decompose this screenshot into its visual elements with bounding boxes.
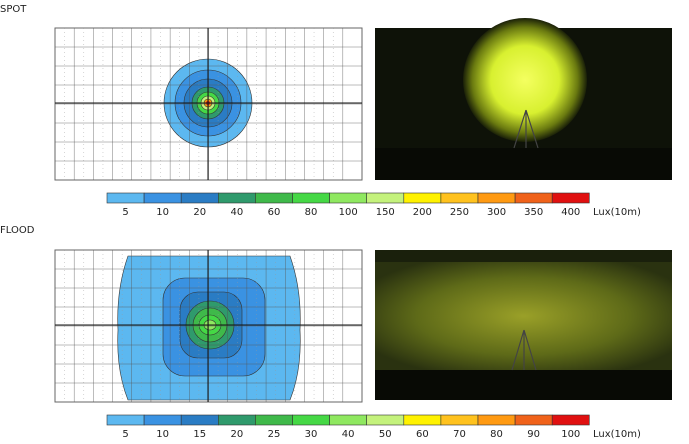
legend-label: 20	[230, 429, 243, 440]
legend-label: 20	[193, 207, 206, 218]
legend-label: 80	[490, 429, 503, 440]
legend-label: 60	[416, 429, 429, 440]
legend-label: 200	[413, 207, 432, 218]
legend-swatch	[551, 192, 590, 204]
legend-swatch	[366, 414, 405, 426]
flood-contour	[54, 249, 363, 403]
legend-label: 30	[305, 429, 318, 440]
legend-label: 400	[561, 207, 580, 218]
section-title: FLOOD	[0, 225, 35, 236]
legend-swatch	[218, 414, 256, 426]
legend-label: 15	[193, 429, 206, 440]
legend-swatch	[329, 192, 368, 204]
legend-swatch	[143, 192, 182, 204]
spot-photo	[375, 18, 672, 180]
legend-swatch	[255, 192, 293, 204]
legend-swatch	[218, 192, 256, 204]
legend-label: 350	[524, 207, 543, 218]
legend-swatch	[255, 414, 293, 426]
spot-contour	[54, 27, 363, 181]
legend-swatch	[514, 192, 553, 204]
legend-label: 150	[376, 207, 395, 218]
legend-label: 70	[453, 429, 466, 440]
legend-label: 100	[339, 207, 358, 218]
legend-label: 10	[156, 207, 169, 218]
legend-label: 50	[379, 429, 392, 440]
legend-label: 80	[305, 207, 318, 218]
legend-swatch	[292, 192, 330, 204]
legend-swatch	[477, 192, 516, 204]
legend-swatch	[440, 192, 479, 204]
legend-label: 40	[342, 429, 355, 440]
section-title: SPOT	[0, 4, 27, 15]
legend-label: 300	[487, 207, 506, 218]
legend-swatch	[106, 192, 145, 204]
legend-swatch	[366, 192, 405, 204]
flood-photo	[375, 250, 672, 400]
legend-swatch	[180, 414, 219, 426]
legend-swatch	[180, 192, 219, 204]
legend-swatch	[477, 414, 516, 426]
legend-unit: Lux(10m)	[593, 207, 641, 218]
legend-label: 10	[156, 429, 169, 440]
legend-swatch	[106, 414, 145, 426]
legend-swatch	[143, 414, 182, 426]
legend-swatch	[551, 414, 590, 426]
legend-label: 90	[527, 429, 540, 440]
legend-label: 5	[122, 429, 128, 440]
legend-swatch	[403, 414, 442, 426]
legend-label: 25	[268, 429, 281, 440]
legend-unit: Lux(10m)	[593, 429, 641, 440]
legend-swatch	[292, 414, 330, 426]
legend-label: 60	[268, 207, 281, 218]
legend-label: 5	[122, 207, 128, 218]
legend-label: 100	[561, 429, 580, 440]
legend-swatch	[514, 414, 553, 426]
legend-swatch	[329, 414, 368, 426]
legend-label: 40	[230, 207, 243, 218]
legend-swatch	[440, 414, 479, 426]
legend-swatch	[403, 192, 442, 204]
legend-label: 250	[450, 207, 469, 218]
